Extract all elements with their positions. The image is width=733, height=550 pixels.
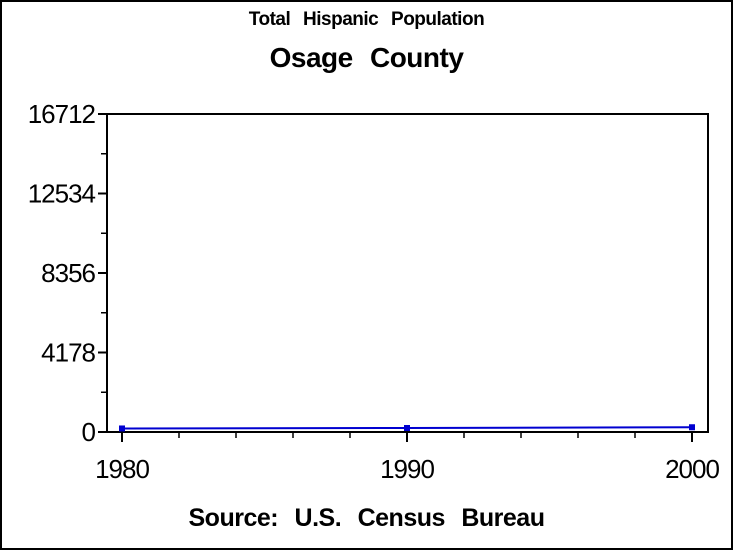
- chart-title: Total Hispanic Population: [248, 9, 485, 30]
- y-tick-label: 12534: [28, 179, 96, 209]
- y-tick-label: 4178: [41, 338, 95, 368]
- data-point-marker: [689, 424, 695, 431]
- x-tick-label: 2000: [665, 454, 719, 484]
- x-tick-label: 1990: [380, 454, 434, 484]
- y-tick-label: 8356: [41, 258, 95, 288]
- data-point-marker: [404, 425, 410, 432]
- axis-frame: [106, 113, 709, 433]
- y-tick-label: 16712: [28, 99, 96, 129]
- chart-subtitle: Osage County: [269, 42, 464, 73]
- y-tick-label: 0: [82, 417, 96, 447]
- source-caption: Source: U.S. Census Bureau: [188, 504, 545, 532]
- data-point-marker: [119, 425, 125, 432]
- x-tick-label: 1980: [95, 454, 149, 484]
